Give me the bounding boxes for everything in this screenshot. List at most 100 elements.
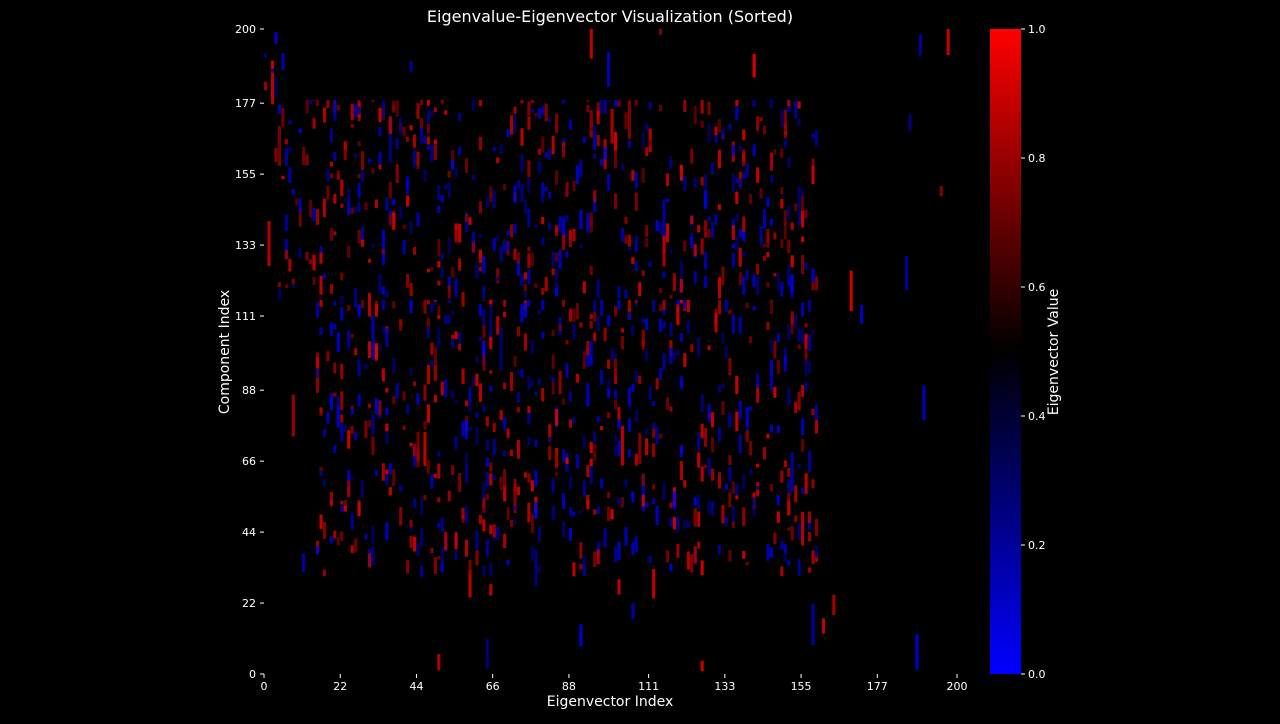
heatmap-cell xyxy=(641,474,645,512)
heatmap-cell xyxy=(787,388,791,406)
heatmap-cell xyxy=(496,157,500,164)
heatmap-cell xyxy=(329,228,333,241)
heatmap-cell xyxy=(561,492,566,509)
heatmap-cell xyxy=(475,356,479,363)
heatmap-cell xyxy=(340,203,344,208)
heatmap-cell xyxy=(593,124,597,138)
heatmap-cell xyxy=(548,222,552,232)
heatmap-cell xyxy=(347,430,351,449)
heatmap-cell xyxy=(385,197,389,211)
heatmap-cell xyxy=(388,463,392,475)
heatmap-cell xyxy=(742,507,746,526)
heatmap-cell xyxy=(565,363,569,378)
heatmap-cell xyxy=(787,492,791,502)
heatmap-cell xyxy=(676,544,680,558)
heatmap-cell xyxy=(388,487,392,496)
heatmap-cell xyxy=(416,152,420,170)
heatmap-cell xyxy=(468,397,472,412)
heatmap-cell xyxy=(274,78,278,98)
heatmap-cell xyxy=(586,213,590,233)
heatmap-cell xyxy=(627,100,631,139)
heatmap-cell xyxy=(402,224,406,230)
heatmap-cell xyxy=(783,544,787,554)
heatmap-cell xyxy=(627,418,631,433)
heatmap-cell xyxy=(648,140,652,146)
heatmap-cell xyxy=(464,400,469,407)
heatmap-cell xyxy=(468,217,472,225)
heatmap-cell xyxy=(593,131,597,151)
heatmap-cell xyxy=(461,421,465,437)
heatmap-cell xyxy=(600,478,604,489)
heatmap-cell xyxy=(756,167,760,183)
heatmap-cell xyxy=(541,193,545,203)
heatmap-cell xyxy=(423,384,427,401)
heatmap-cell xyxy=(350,545,354,554)
heatmap-cell xyxy=(482,405,486,413)
heatmap-cell xyxy=(340,299,344,305)
heatmap-cell xyxy=(516,257,521,276)
colorbar-tick-label: 0.2 xyxy=(1028,539,1046,552)
heatmap-cell xyxy=(534,470,538,487)
heatmap-cell xyxy=(499,144,503,154)
heatmap-cell xyxy=(638,282,642,296)
heatmap-cell xyxy=(333,231,337,236)
heatmap-cell xyxy=(690,554,694,573)
x-tick-label: 22 xyxy=(333,680,347,693)
heatmap-cell xyxy=(669,159,673,169)
heatmap-cell xyxy=(735,106,739,120)
heatmap-cell xyxy=(447,490,451,502)
heatmap-cell xyxy=(801,254,805,275)
heatmap-cell xyxy=(423,420,427,431)
heatmap-cell xyxy=(676,304,680,314)
heatmap-cell xyxy=(665,397,670,411)
heatmap-cell xyxy=(801,512,805,546)
heatmap-cell xyxy=(780,470,784,483)
heatmap-cell xyxy=(475,530,479,550)
heatmap-cell xyxy=(624,235,628,245)
heatmap-cell xyxy=(589,212,593,226)
heatmap-cell xyxy=(769,484,774,489)
heatmap-cell xyxy=(735,236,739,251)
heatmap-cell xyxy=(388,181,392,199)
heatmap-cell xyxy=(679,164,683,170)
heatmap-cell xyxy=(790,222,794,230)
heatmap-cell xyxy=(357,141,361,147)
heatmap-cell xyxy=(426,123,430,134)
heatmap-cell xyxy=(489,192,493,203)
heatmap-cell xyxy=(607,491,611,499)
heatmap-cell xyxy=(669,502,673,509)
heatmap-cell xyxy=(801,418,805,436)
heatmap-cell xyxy=(617,100,621,107)
heatmap-cell xyxy=(565,182,569,197)
heatmap-cell xyxy=(333,362,337,374)
heatmap-cell xyxy=(367,403,372,408)
colorbar-tick-label: 0.0 xyxy=(1028,668,1046,681)
heatmap-cell xyxy=(516,440,521,459)
heatmap-cell xyxy=(603,327,607,342)
y-axis-label: Component Index xyxy=(217,290,233,414)
heatmap-cell xyxy=(430,267,434,271)
heatmap-cell xyxy=(627,140,631,148)
heatmap-cell xyxy=(655,427,659,445)
heatmap-cell xyxy=(423,169,427,182)
heatmap-cell xyxy=(603,528,607,548)
heatmap-cell xyxy=(364,202,368,211)
heatmap-cell xyxy=(652,422,656,431)
heatmap-cell xyxy=(475,264,479,279)
heatmap-cell xyxy=(638,375,642,384)
heatmap-cell xyxy=(710,468,715,481)
heatmap-cell xyxy=(617,419,621,430)
heatmap-cell xyxy=(482,325,486,339)
heatmap-cell xyxy=(478,304,482,316)
heatmap-cell xyxy=(433,365,437,382)
heatmap-cell xyxy=(454,532,458,550)
heatmap-cell xyxy=(645,147,649,157)
heatmap-cell xyxy=(565,339,569,345)
heatmap-cell xyxy=(322,107,327,123)
heatmap-cell xyxy=(447,276,451,290)
heatmap-cell xyxy=(392,301,396,309)
heatmap-cell xyxy=(849,270,853,312)
heatmap-cell xyxy=(527,375,531,390)
heatmap-cell xyxy=(859,304,864,324)
heatmap-cell xyxy=(302,147,306,166)
